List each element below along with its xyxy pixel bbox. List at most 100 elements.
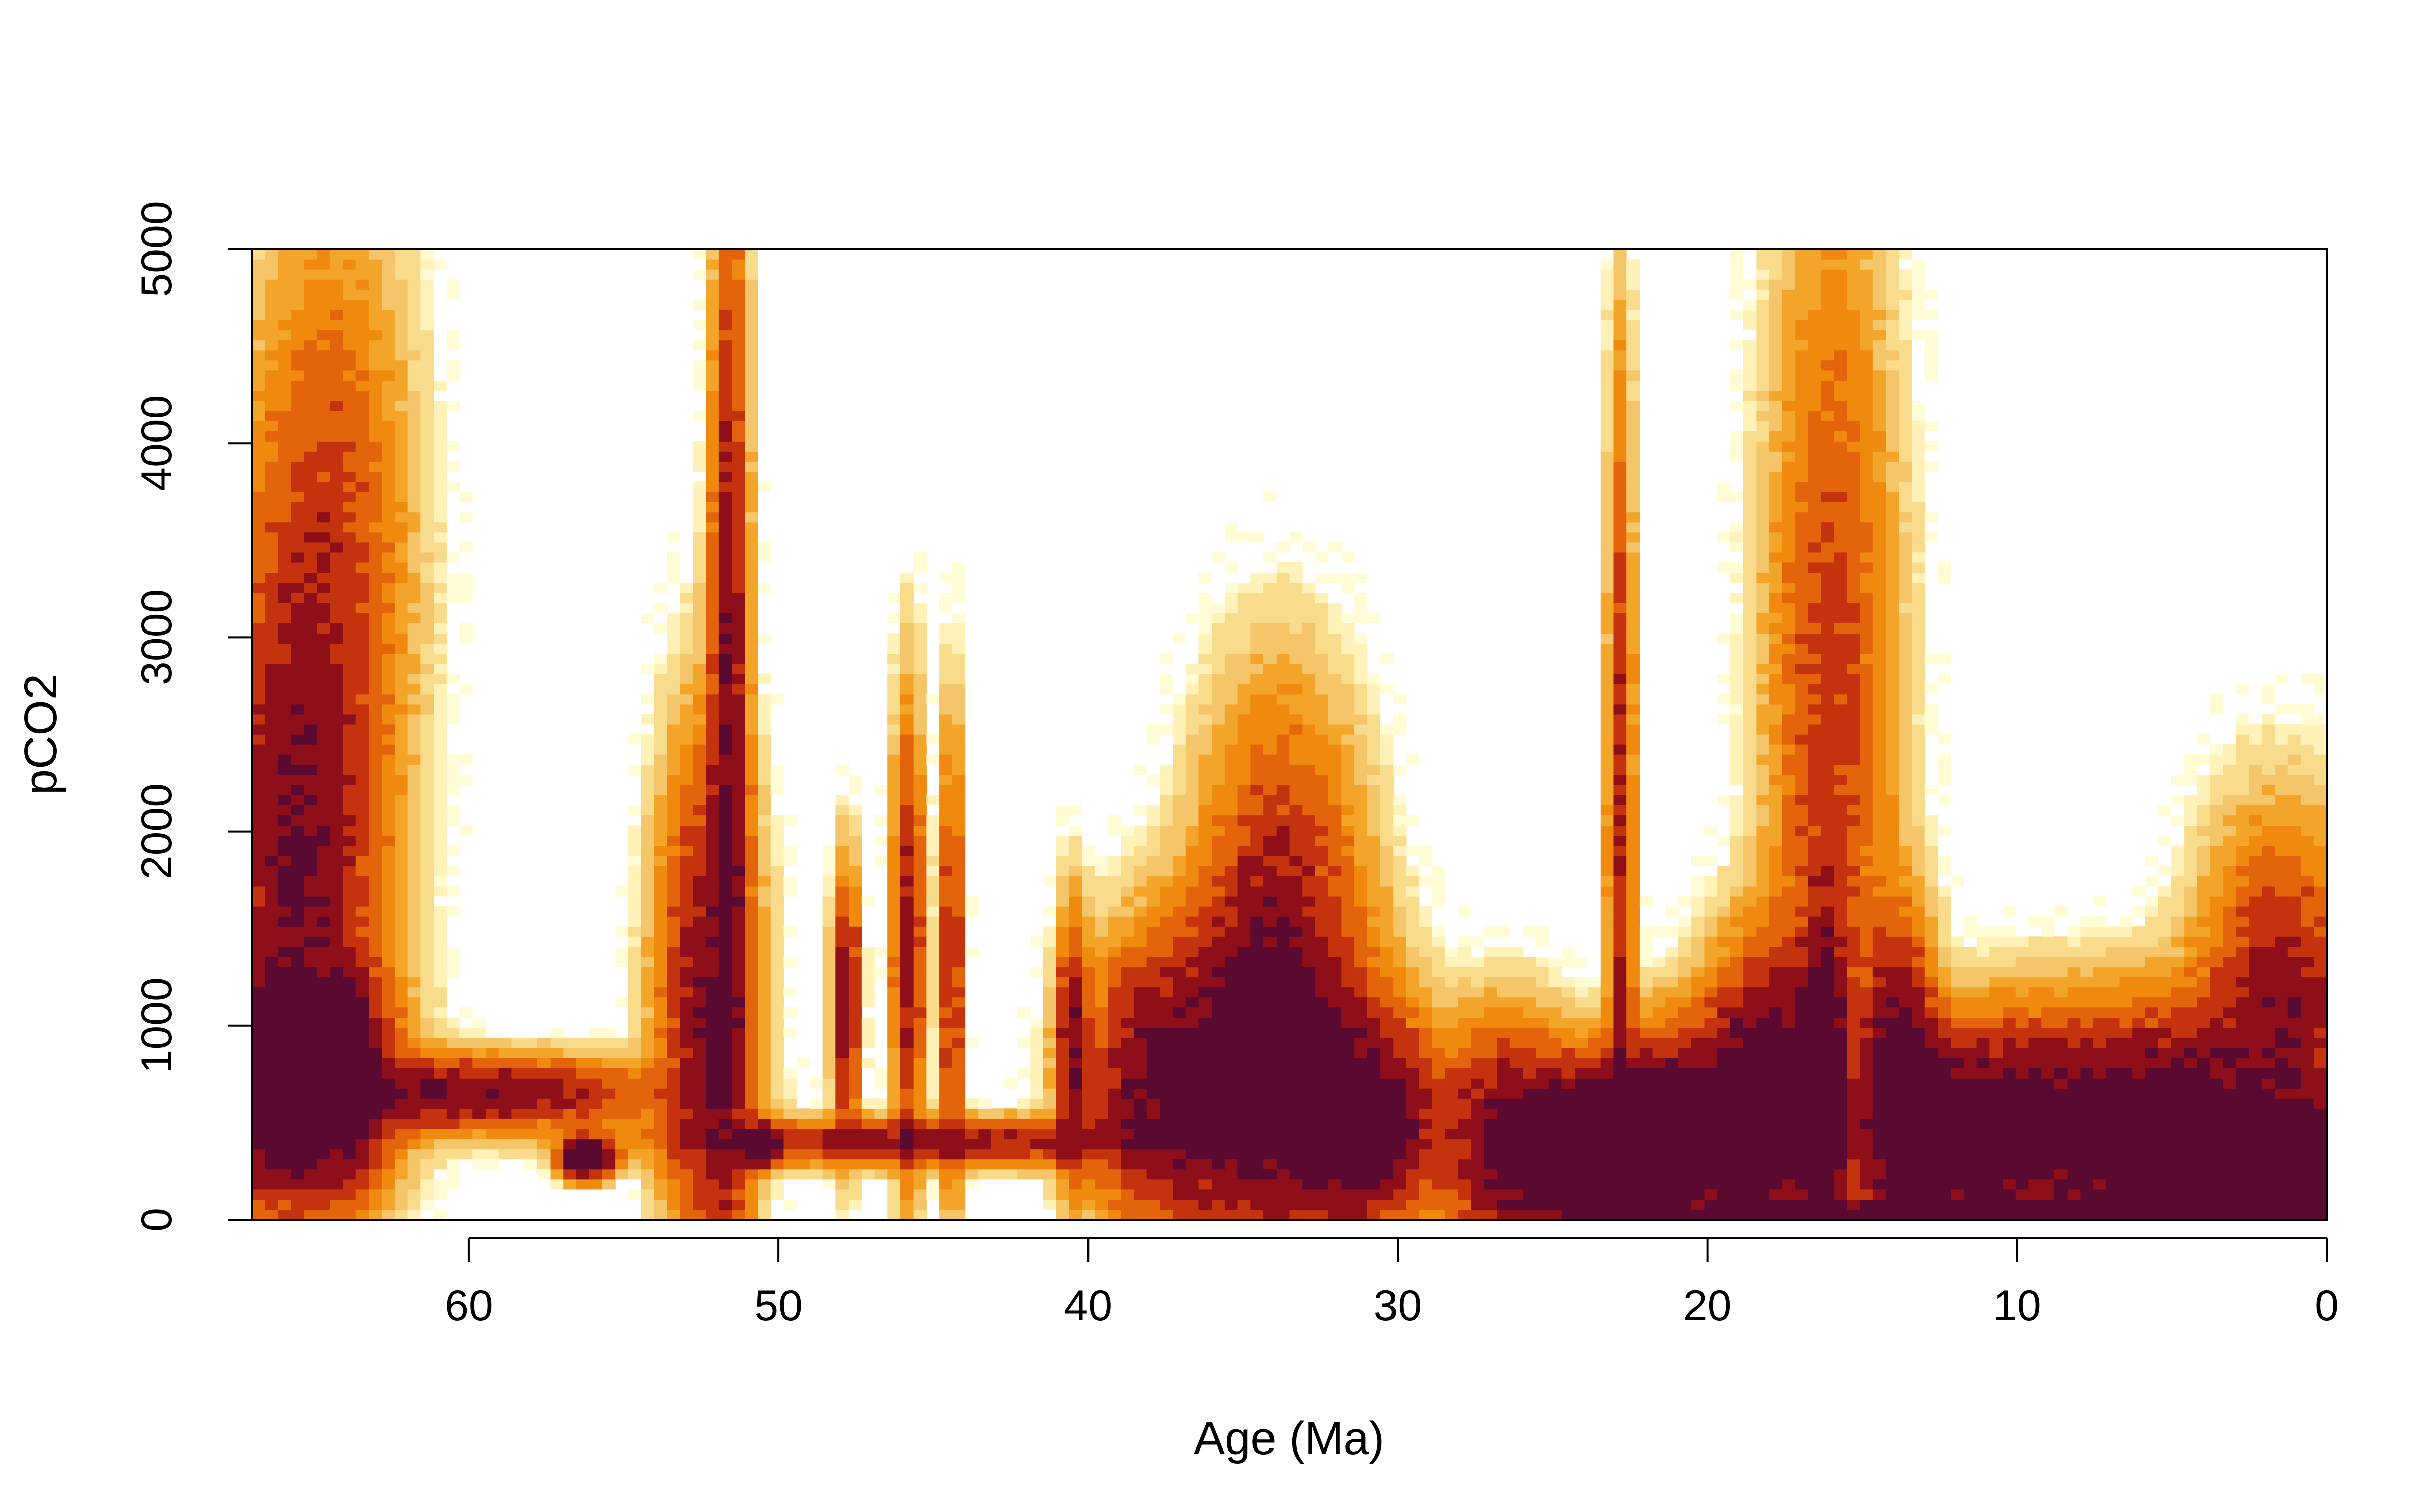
heatmap-cell [718, 714, 733, 725]
heatmap-cell [641, 855, 654, 866]
heatmap-cell [1471, 1189, 1484, 1200]
heatmap-cell [330, 461, 343, 472]
heatmap-cell [265, 1068, 279, 1079]
heatmap-cell [887, 724, 901, 735]
heatmap-cell [265, 957, 279, 968]
heatmap-cell [628, 1088, 642, 1099]
heatmap-cell [343, 926, 356, 937]
heatmap-cell [291, 320, 305, 331]
heatmap-cell [343, 694, 356, 705]
heatmap-cell [1302, 744, 1316, 755]
heatmap-cell [265, 896, 279, 907]
heatmap-cell [355, 694, 370, 705]
heatmap-cell [1263, 1179, 1277, 1190]
heatmap-cell [1160, 1149, 1173, 1160]
heatmap-cell [407, 1209, 421, 1220]
heatmap-cell [1367, 724, 1381, 735]
heatmap-cell [1509, 997, 1524, 1008]
heatmap-cell [1341, 1118, 1355, 1129]
heatmap-cell [394, 673, 408, 684]
heatmap-cell [758, 744, 771, 755]
heatmap-cell [524, 1108, 538, 1119]
heatmap-cell [407, 1098, 421, 1109]
heatmap-cell [330, 775, 343, 785]
heatmap-cell [355, 441, 370, 452]
heatmap-cell [1367, 795, 1381, 806]
heatmap-cell [265, 663, 279, 674]
heatmap-cell [1302, 704, 1316, 715]
heatmap-cell [1328, 825, 1342, 836]
heatmap-cell [1406, 977, 1420, 988]
heatmap-cell [706, 916, 719, 927]
heatmap-cell [628, 734, 642, 745]
heatmap-cell [1328, 865, 1342, 876]
heatmap-cell [382, 269, 395, 280]
heatmap-cell [252, 1189, 266, 1200]
heatmap-cell [718, 1047, 733, 1058]
heatmap-cell [1276, 613, 1290, 623]
heatmap-cell [1173, 926, 1186, 937]
heatmap-cell [355, 583, 370, 593]
heatmap-cell [1354, 633, 1368, 644]
heatmap-cell [1497, 1159, 1510, 1170]
heatmap-cell [718, 1128, 733, 1140]
heatmap-cell [1509, 1098, 1524, 1109]
heatmap-cell [1198, 1098, 1212, 1109]
heatmap-cell [849, 1068, 862, 1079]
heatmap-cell [278, 1047, 291, 1058]
heatmap-cell [343, 916, 356, 927]
heatmap-cell [1458, 1068, 1472, 1079]
heatmap-cell [797, 1128, 810, 1140]
heatmap-cell [1133, 1078, 1147, 1089]
heatmap-cell [330, 532, 343, 543]
heatmap-cell [265, 926, 279, 937]
heatmap-cell [1146, 1007, 1160, 1018]
heatmap-cell [1069, 1007, 1082, 1018]
heatmap-cell [667, 1169, 681, 1180]
heatmap-cell [278, 947, 291, 957]
heatmap-cell [1173, 785, 1186, 795]
heatmap-cell [355, 380, 370, 391]
heatmap-cell [317, 967, 330, 978]
heatmap-cell [343, 977, 356, 988]
heatmap-cell [1419, 916, 1433, 927]
heatmap-cell [382, 481, 395, 492]
heatmap-cell [718, 299, 733, 310]
heatmap-cell [1108, 886, 1121, 897]
heatmap-cell [667, 633, 681, 644]
heatmap-cell [641, 1169, 654, 1180]
heatmap-cell [1108, 997, 1121, 1008]
heatmap-cell [758, 947, 771, 957]
heatmap-cell [369, 542, 382, 553]
heatmap-cell [1237, 1199, 1251, 1210]
heatmap-cell [835, 1159, 849, 1170]
heatmap-cell [939, 1058, 953, 1068]
heatmap-cell [1004, 1159, 1018, 1170]
heatmap-cell [1302, 835, 1316, 846]
heatmap-cell [434, 1118, 447, 1129]
heatmap-cell [887, 896, 901, 907]
heatmap-cell [1354, 1027, 1368, 1038]
heatmap-cell [887, 967, 901, 978]
heatmap-cell [265, 1149, 279, 1160]
heatmap-cell [446, 1159, 460, 1170]
heatmap-cell [913, 613, 927, 623]
heatmap-cell [732, 815, 745, 826]
heatmap-cell [706, 390, 719, 401]
heatmap-cell [718, 350, 733, 361]
heatmap-cell [1121, 875, 1134, 887]
heatmap-cell [265, 320, 279, 331]
heatmap-cell [511, 1098, 525, 1109]
heatmap-cell [1212, 633, 1225, 644]
heatmap-cell [1276, 1017, 1290, 1028]
heatmap-cell [1548, 1118, 1562, 1129]
heatmap-cell [1315, 653, 1329, 664]
heatmap-cell [1069, 1017, 1082, 1028]
heatmap-cell [394, 522, 408, 533]
heatmap-cell [1224, 926, 1238, 937]
heatmap-cell [952, 957, 966, 968]
heatmap-cell [641, 754, 654, 765]
heatmap-cell [1160, 805, 1173, 816]
heatmap-cell [1237, 1088, 1251, 1099]
heatmap-cell [1198, 916, 1212, 927]
